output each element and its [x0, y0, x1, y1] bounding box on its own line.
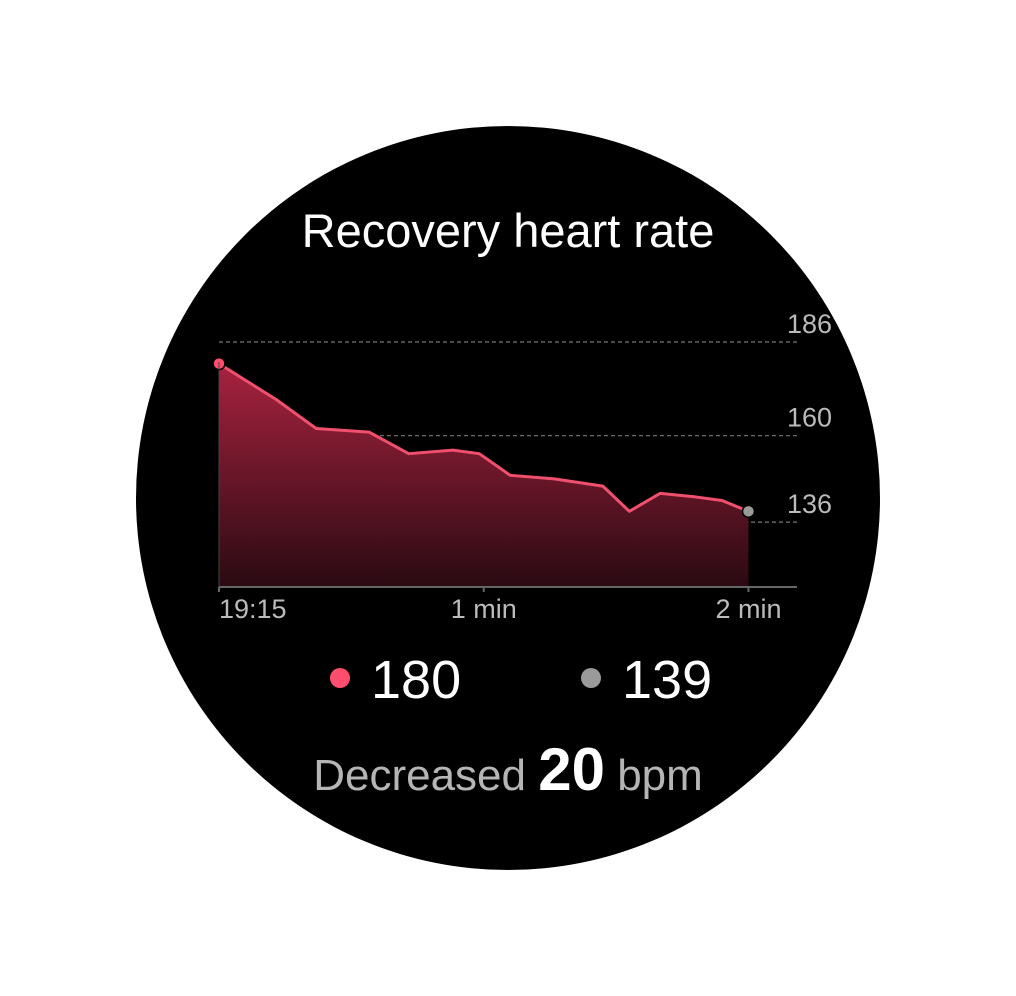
- summary-value: 20: [538, 736, 605, 803]
- stat-dot: [581, 668, 601, 688]
- end-marker: [741, 504, 756, 519]
- x-tick-label: 1 min: [451, 594, 517, 624]
- y-tick-label: 160: [787, 403, 832, 433]
- stat-value: 180: [371, 650, 461, 710]
- stat-value: 139: [622, 650, 712, 710]
- area: [219, 363, 749, 587]
- summary-prefix: Decreased: [313, 751, 526, 800]
- line: [218, 362, 750, 513]
- y-tick-label: 186: [787, 309, 832, 339]
- summary: Decreased 20 bpm: [313, 736, 703, 803]
- title: Recovery heart rate: [302, 204, 715, 257]
- summary-unit: bpm: [617, 751, 703, 800]
- x-tick-label: 19:15: [219, 594, 287, 624]
- stat-dot: [330, 668, 350, 688]
- y-tick-label: 136: [787, 489, 832, 519]
- x-tick-label: 2 min: [715, 594, 781, 624]
